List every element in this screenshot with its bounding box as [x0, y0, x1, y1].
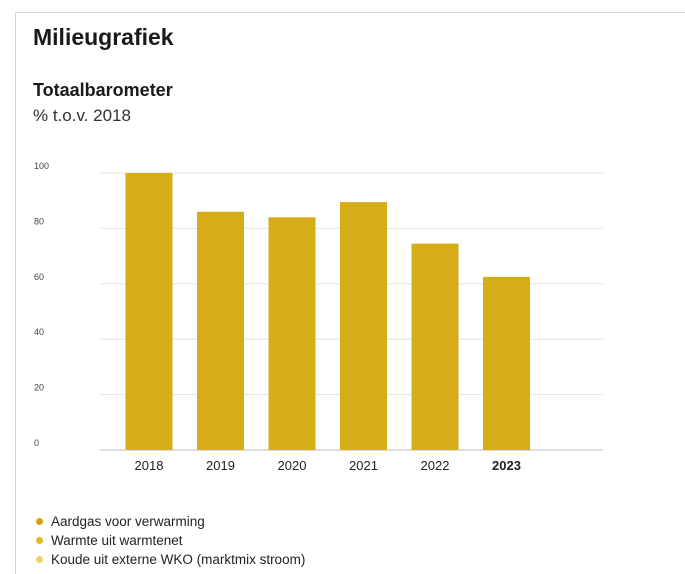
legend-dot-icon	[36, 537, 43, 544]
y-tick-label: 20	[34, 383, 44, 393]
legend-dot-icon	[36, 556, 43, 563]
x-tick-label: 2022	[421, 458, 450, 473]
legend-label: Warmte uit warmtenet	[51, 533, 183, 548]
bar-2022[interactable]	[411, 243, 459, 450]
legend-item: Aardgas voor verwarming	[36, 512, 305, 531]
y-tick-label: 40	[34, 327, 44, 337]
legend-dot-icon	[36, 518, 43, 525]
bar-2019[interactable]	[197, 211, 244, 450]
x-tick-label: 2021	[349, 458, 378, 473]
chart-subtitle: % t.o.v. 2018	[33, 106, 131, 125]
y-tick-label: 100	[34, 161, 49, 171]
bar-2021[interactable]	[340, 202, 387, 450]
legend-label: Aardgas voor verwarming	[51, 514, 205, 529]
x-axis-ticks: 2018 2019 2020 2021 2022 2023	[135, 458, 521, 473]
bars	[125, 173, 530, 450]
page-title: Milieugrafiek	[33, 24, 174, 50]
legend-item: Warmte uit warmtenet	[36, 531, 305, 550]
legend-item: Koude uit externe WKO (marktmix stroom)	[36, 550, 305, 569]
y-tick-label: 0	[34, 438, 39, 448]
chart-title: Totaalbarometer	[33, 80, 173, 100]
bar-2023[interactable]	[483, 276, 530, 450]
bar-2018[interactable]	[125, 173, 173, 450]
y-tick-label: 60	[34, 272, 44, 282]
chart-card	[15, 12, 685, 574]
y-axis-ticks: 0 20 40 60 80 100	[34, 161, 49, 448]
legend: Aardgas voor verwarming Warmte uit warmte…	[36, 512, 305, 569]
bar-2020[interactable]	[268, 217, 316, 450]
legend-label: Koude uit externe WKO (marktmix stroom)	[51, 552, 306, 567]
x-tick-label: 2020	[278, 458, 307, 473]
x-tick-label: 2019	[206, 458, 235, 473]
x-tick-label: 2018	[135, 458, 164, 473]
y-tick-label: 80	[34, 216, 44, 226]
x-tick-label: 2023	[492, 458, 521, 473]
